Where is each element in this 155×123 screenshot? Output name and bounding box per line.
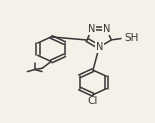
Text: N: N	[88, 24, 95, 34]
Text: N: N	[103, 24, 110, 34]
Text: SH: SH	[124, 33, 139, 43]
Text: N: N	[95, 42, 103, 52]
Text: Cl: Cl	[88, 96, 98, 106]
